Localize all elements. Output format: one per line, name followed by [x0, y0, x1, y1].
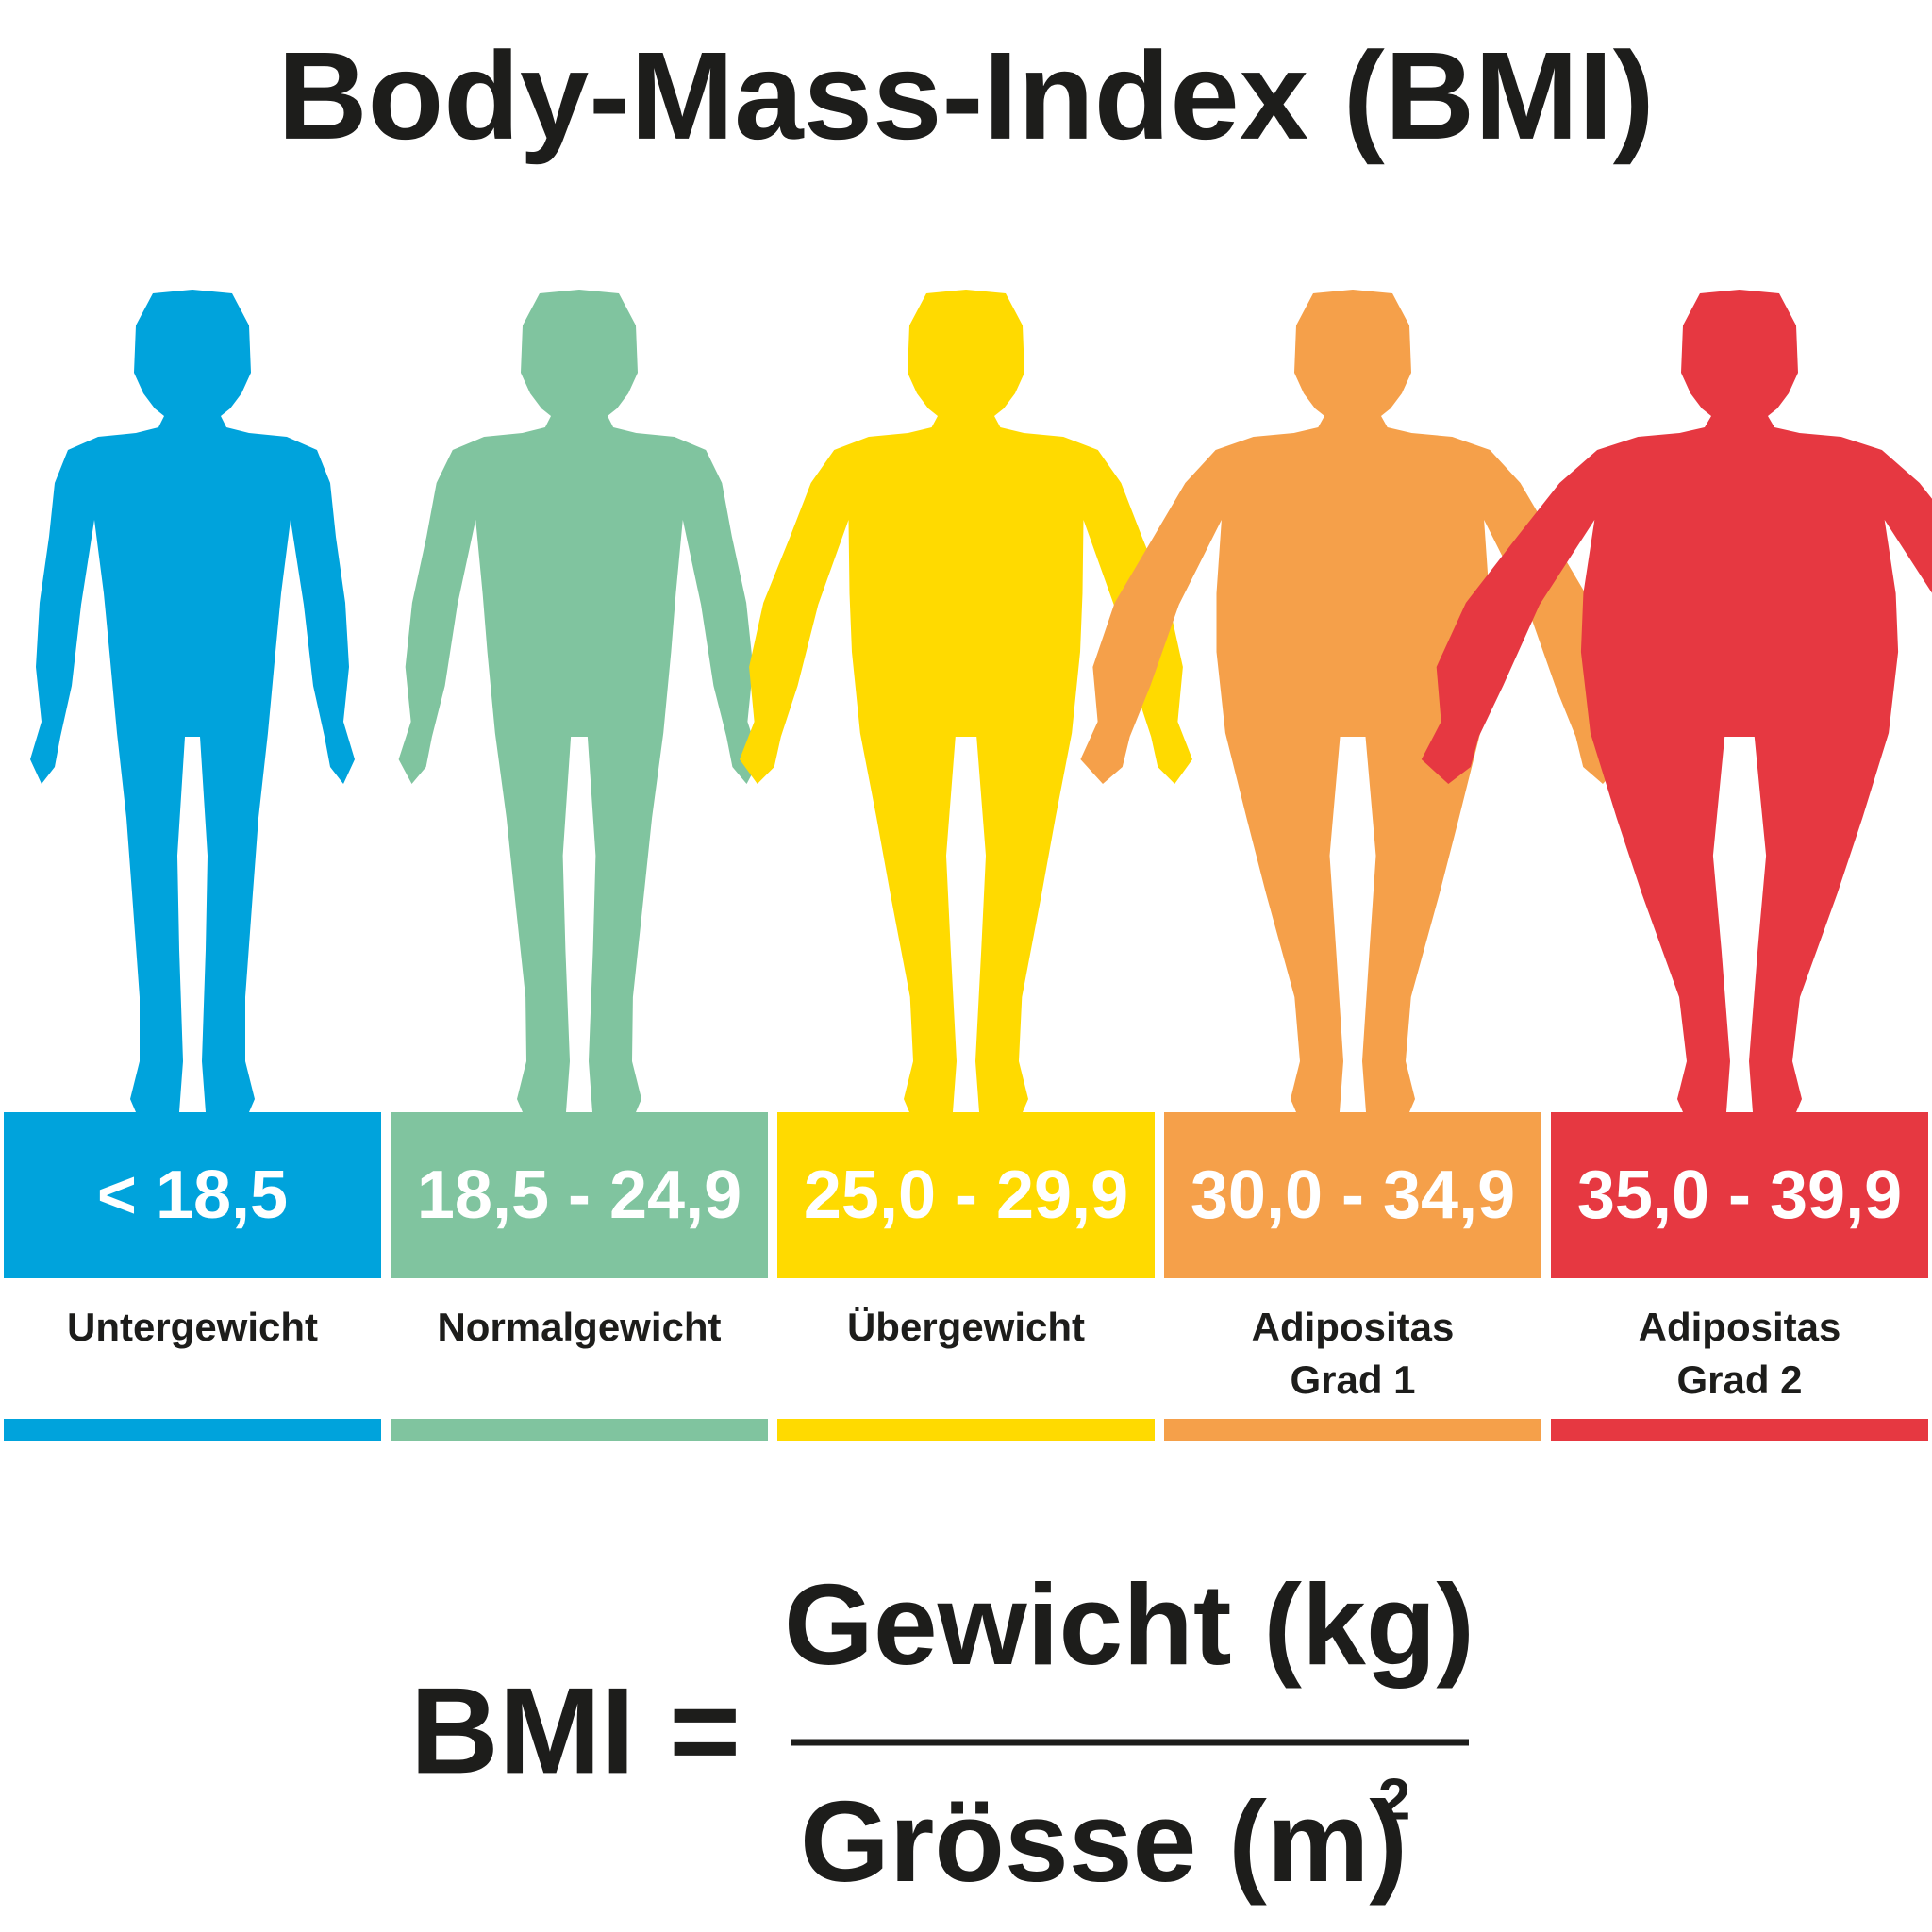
formula-denominator: Grösse (m): [800, 1777, 1407, 1906]
category-label: Untergewicht: [67, 1305, 318, 1349]
category-label: Adipositas: [1252, 1305, 1455, 1349]
range-box: [4, 1112, 381, 1278]
category-label: Normalgewicht: [437, 1305, 721, 1349]
range-box: [777, 1112, 1155, 1278]
formula-exponent: 2: [1378, 1767, 1410, 1832]
color-bar: [1551, 1419, 1928, 1441]
title: Body-Mass-Index (BMI): [277, 26, 1654, 165]
category-label: Grad 1: [1290, 1357, 1415, 1402]
range-label: 18,5 - 24,9: [417, 1158, 741, 1233]
category-label: Grad 2: [1676, 1357, 1802, 1402]
color-bar: [1164, 1419, 1541, 1441]
color-bar: [4, 1419, 381, 1441]
range-box: [1164, 1112, 1541, 1278]
range-label: 30,0 - 34,9: [1191, 1158, 1515, 1233]
category-label: Adipositas: [1639, 1305, 1841, 1349]
range-box: [1551, 1112, 1928, 1278]
range-label: < 18,5: [97, 1158, 288, 1233]
range-label: 25,0 - 29,9: [804, 1158, 1128, 1233]
formula-left: BMI =: [410, 1661, 741, 1799]
range-label: 35,0 - 39,9: [1577, 1158, 1902, 1233]
color-bar: [777, 1419, 1155, 1441]
silhouette: [398, 290, 760, 1112]
silhouette: [1421, 290, 1932, 1112]
silhouette: [1080, 290, 1625, 1112]
category-label: Übergewicht: [847, 1305, 1085, 1349]
silhouette: [30, 290, 355, 1112]
color-bar: [391, 1419, 768, 1441]
formula-numerator: Gewicht (kg): [784, 1560, 1474, 1689]
silhouette: [740, 290, 1192, 1112]
range-box: [391, 1112, 768, 1278]
